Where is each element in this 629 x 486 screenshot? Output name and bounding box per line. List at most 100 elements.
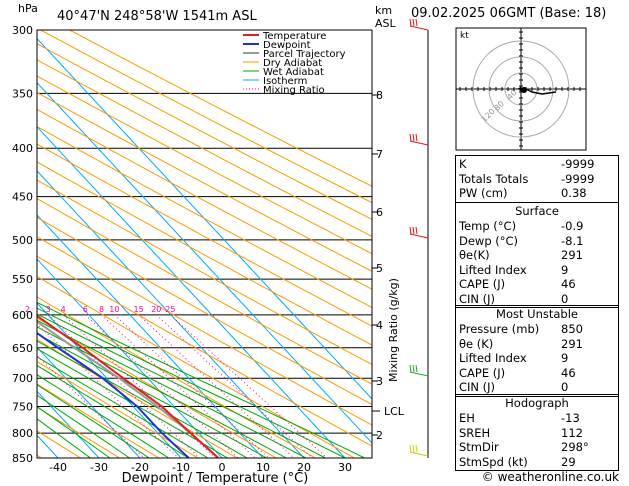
most-unstable-label: CAPE (J) [459,365,506,380]
wet-adiabat [37,301,366,458]
temperature-tick-label: -10 [172,461,190,474]
most-unstable-title: Most Unstable [496,307,578,321]
dry-adiabat [37,275,356,458]
most-unstable-row: Pressure (mb) 850 [459,322,615,337]
pressure-label: 850 [12,452,33,465]
legend-item: Dewpoint [263,40,311,51]
most-unstable-table: Most Unstable Pressure (mb) 850 θe (K) 291 L… [455,305,619,397]
wind-barb-flag [412,364,415,373]
surface-row: CAPE (J) 46 [459,277,615,292]
mixing-ratio-line [155,314,313,458]
temperature-tick-label: 10 [256,461,270,474]
surface-value: -8.1 [561,233,584,248]
wet-adiabat [37,374,170,458]
hodograph-row: StmDir 298° [459,440,615,455]
isotherm [37,81,372,444]
legend-item: Isotherm [263,76,307,87]
most-unstable-value: 0 [561,380,569,394]
mixing-ratio-label: 3 [46,305,51,314]
dry-adiabat [37,216,372,406]
wet-adiabat [37,394,131,458]
index-label: Totals Totals [459,171,529,186]
index-row: K -9999 [459,157,615,172]
mixing-ratio-line [84,314,239,458]
most-unstable-value: 291 [561,336,583,351]
mixing-ratio-label: 15 [133,305,143,314]
index-row: PW (cm) 0.38 [459,186,615,201]
hodograph-label: EH [459,411,475,425]
isotherm [37,258,223,458]
most-unstable-label: θe (K) [459,336,494,351]
wind-barb-flag [415,133,418,142]
wind-barbs [409,18,429,457]
dry-adiabat [37,406,121,458]
surface-row: Lifted Index 9 [459,263,615,278]
most-unstable-label: Pressure (mb) [459,322,540,336]
surface-row: Temp (°C) -0.9 [459,219,615,234]
wet-adiabat [37,326,288,458]
legend-item: Wet Adiabat [263,67,324,78]
most-unstable-value: 850 [561,322,583,336]
mixing-ratio-label: 6 [83,305,88,314]
most-unstable-value: 9 [561,351,569,365]
pressure-label: 750 [12,401,33,414]
temperature-tick-label: -30 [90,461,108,474]
hodograph-box: Hodograph EH -13 SREH 112 StmDir 298° StmSpd (… [455,394,619,471]
pressure-label: 600 [12,309,33,322]
mixing-ratio-label: 2 [25,305,30,314]
index-value: -9999 [561,157,595,171]
dry-adiabat [37,317,278,458]
most-unstable-row: CIN (J) 0 [459,380,615,395]
isotherm [37,346,141,458]
hodograph-title: Hodograph [505,396,569,410]
pressure-label: 500 [12,234,33,247]
hodograph-label: StmDir [459,440,499,454]
surface-value: 9 [561,262,569,277]
legend-item: Mixing Ratio [263,85,325,96]
storm-motion-marker [521,87,527,93]
wind-barb-flag [412,18,415,27]
dry-adiabat [37,296,317,458]
mixing-ratio-axis-label: Mixing Ratio (g/kg) [387,278,400,382]
isotherm [37,170,305,458]
index-value: -9999 [561,171,595,186]
temperature-tick-label: -40 [49,461,67,474]
most-unstable-row: CAPE (J) 46 [459,366,615,381]
wind-barb-flag [415,226,418,235]
dry-adiabat [37,179,372,366]
wind-barb-flag [409,133,412,142]
surface-label: CIN (J) [459,291,496,306]
pressure-label: 700 [12,372,33,385]
dewpoint-line [37,331,190,458]
surface-title: Surface [515,204,559,218]
surface-row: θe(K) 291 [459,248,615,263]
wind-barb-flag [415,18,418,27]
temperature-tick-label: -20 [131,461,149,474]
dry-adiabat [37,197,372,385]
index-label: K [459,157,467,171]
most-unstable-row: θe (K) 291 [459,337,615,352]
most-unstable-value: 46 [561,365,576,380]
km-label: 3 [376,375,383,388]
most-unstable-label: Lifted Index [459,351,527,365]
hodograph-value: 298° [561,440,589,454]
surface-label: Temp (°C) [459,219,517,233]
parcel-trajectory-line [37,320,219,458]
hodograph-row: SREH 112 [459,426,615,441]
mixing-ratio-label: 4 [61,305,66,314]
hodograph-ring [504,72,538,106]
surface-value: 291 [561,248,583,262]
wind-barb [409,371,429,377]
legend-item: Parcel Trajectory [263,49,346,60]
pressure-label: 650 [12,342,33,355]
dry-adiabat [37,236,372,426]
asl-label: ASL [375,17,397,30]
km-label: 5 [376,262,383,275]
surface-label: Dewp (°C) [459,233,519,248]
